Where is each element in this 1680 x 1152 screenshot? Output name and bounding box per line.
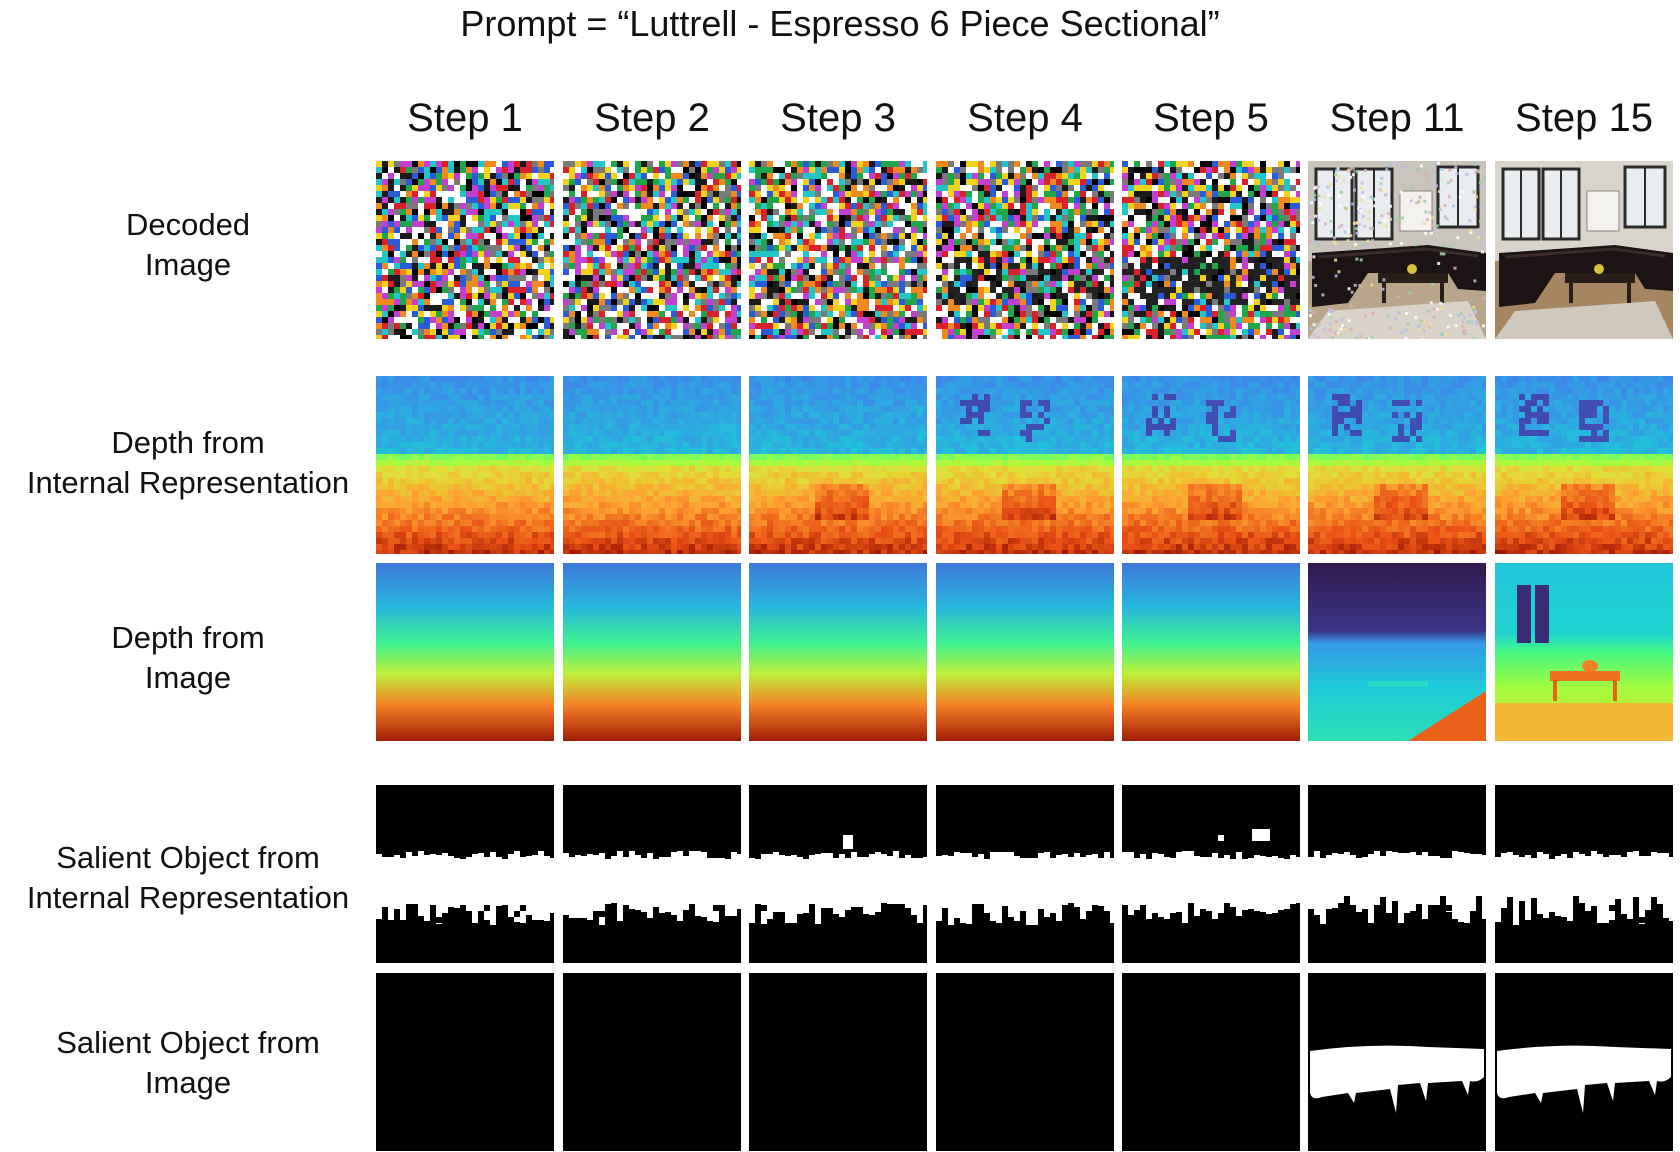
row-label-line: Depth from bbox=[111, 425, 265, 460]
row-label-salient-image: Salient Object from Image bbox=[0, 1023, 376, 1103]
salient-internal-step-2 bbox=[563, 785, 741, 963]
cell-image bbox=[563, 376, 741, 554]
row-label-salient-internal: Salient Object from Internal Representat… bbox=[0, 838, 376, 918]
decoded-image-step-1 bbox=[376, 161, 554, 339]
cell-image bbox=[1495, 376, 1673, 554]
depth-image-step-5 bbox=[1122, 563, 1300, 741]
cell-image bbox=[1495, 785, 1673, 963]
depth-internal-step-5 bbox=[1122, 376, 1300, 554]
row-label-depth-internal: Depth from Internal Representation bbox=[0, 423, 376, 503]
row-label-line: Internal Representation bbox=[26, 880, 350, 915]
depth-image-step-1 bbox=[376, 563, 554, 741]
cell-image bbox=[1495, 161, 1673, 339]
depth-internal-step-1 bbox=[376, 376, 554, 554]
salient-internal-step-1 bbox=[376, 785, 554, 963]
salient-image-step-11 bbox=[1308, 973, 1486, 1151]
cell-image bbox=[376, 563, 554, 741]
row-label-decoded: Decoded Image bbox=[0, 205, 376, 285]
cell-image bbox=[563, 563, 741, 741]
cell-image bbox=[936, 376, 1114, 554]
row-label-line: Image bbox=[144, 660, 232, 695]
row-label-line: Salient Object from bbox=[56, 840, 320, 875]
cell-image bbox=[1122, 161, 1300, 339]
cell-image bbox=[749, 161, 927, 339]
decoded-image-step-2 bbox=[563, 161, 741, 339]
salient-internal-step-4 bbox=[936, 785, 1114, 963]
cell-image bbox=[376, 973, 554, 1151]
cell-image bbox=[749, 973, 927, 1151]
cell-image bbox=[749, 785, 927, 963]
col-header-step-1: Step 1 bbox=[407, 96, 523, 140]
cell-image bbox=[1122, 563, 1300, 741]
row-label-line: Image bbox=[144, 247, 232, 282]
col-header-step-2: Step 2 bbox=[594, 96, 710, 140]
decoded-image-step-3 bbox=[749, 161, 927, 339]
decoded-image-step-4 bbox=[936, 161, 1114, 339]
depth-internal-step-15 bbox=[1495, 376, 1673, 554]
cell-image bbox=[376, 785, 554, 963]
depth-internal-step-3 bbox=[749, 376, 927, 554]
col-header-step-11: Step 11 bbox=[1329, 96, 1465, 140]
row-label-line: Internal Representation bbox=[26, 465, 350, 500]
cell-image bbox=[936, 785, 1114, 963]
salient-image-step-5 bbox=[1122, 973, 1300, 1151]
cell-image bbox=[1308, 376, 1486, 554]
cell-image bbox=[1308, 785, 1486, 963]
cell-image bbox=[749, 376, 927, 554]
salient-image-step-1 bbox=[376, 973, 554, 1151]
cell-image bbox=[1495, 563, 1673, 741]
col-header-step-4: Step 4 bbox=[967, 96, 1083, 140]
cell-image bbox=[1122, 973, 1300, 1151]
row-label-line: Decoded bbox=[125, 207, 251, 242]
row-label-depth-image: Depth from Image bbox=[0, 618, 376, 698]
col-header-step-3: Step 3 bbox=[780, 96, 896, 140]
depth-internal-step-2 bbox=[563, 376, 741, 554]
cell-image bbox=[376, 376, 554, 554]
cell-image bbox=[1308, 563, 1486, 741]
depth-internal-step-11 bbox=[1308, 376, 1486, 554]
cell-image bbox=[936, 161, 1114, 339]
cell-image bbox=[1495, 973, 1673, 1151]
row-label-line: Salient Object from bbox=[56, 1025, 320, 1060]
cell-image bbox=[749, 563, 927, 741]
cell-image bbox=[1308, 973, 1486, 1151]
col-header-step-5: Step 5 bbox=[1153, 96, 1269, 140]
col-header-step-15: Step 15 bbox=[1515, 96, 1653, 140]
decoded-image-step-15 bbox=[1495, 161, 1673, 339]
cell-image bbox=[563, 973, 741, 1151]
depth-image-step-4 bbox=[936, 563, 1114, 741]
decoded-image-step-5 bbox=[1122, 161, 1300, 339]
figure-title: Prompt = “Luttrell - Espresso 6 Piece Se… bbox=[460, 3, 1220, 44]
cell-image bbox=[376, 161, 554, 339]
cell-image bbox=[1308, 161, 1486, 339]
decoded-image-step-11 bbox=[1308, 161, 1486, 339]
cell-image bbox=[1122, 785, 1300, 963]
cell-image bbox=[563, 785, 741, 963]
salient-image-step-3 bbox=[749, 973, 927, 1151]
depth-image-step-15 bbox=[1495, 563, 1673, 741]
salient-image-step-4 bbox=[936, 973, 1114, 1151]
cell-image bbox=[1122, 376, 1300, 554]
salient-internal-step-5 bbox=[1122, 785, 1300, 963]
depth-image-step-3 bbox=[749, 563, 927, 741]
row-label-line: Depth from bbox=[111, 620, 265, 655]
salient-internal-step-11 bbox=[1308, 785, 1486, 963]
salient-image-step-2 bbox=[563, 973, 741, 1151]
salient-internal-step-15 bbox=[1495, 785, 1673, 963]
cell-image bbox=[936, 563, 1114, 741]
salient-image-step-15 bbox=[1495, 973, 1673, 1151]
cell-image bbox=[563, 161, 741, 339]
cell-image bbox=[936, 973, 1114, 1151]
row-label-line: Image bbox=[144, 1065, 232, 1100]
depth-image-step-2 bbox=[563, 563, 741, 741]
salient-internal-step-3 bbox=[749, 785, 927, 963]
depth-image-step-11 bbox=[1308, 563, 1486, 741]
depth-internal-step-4 bbox=[936, 376, 1114, 554]
